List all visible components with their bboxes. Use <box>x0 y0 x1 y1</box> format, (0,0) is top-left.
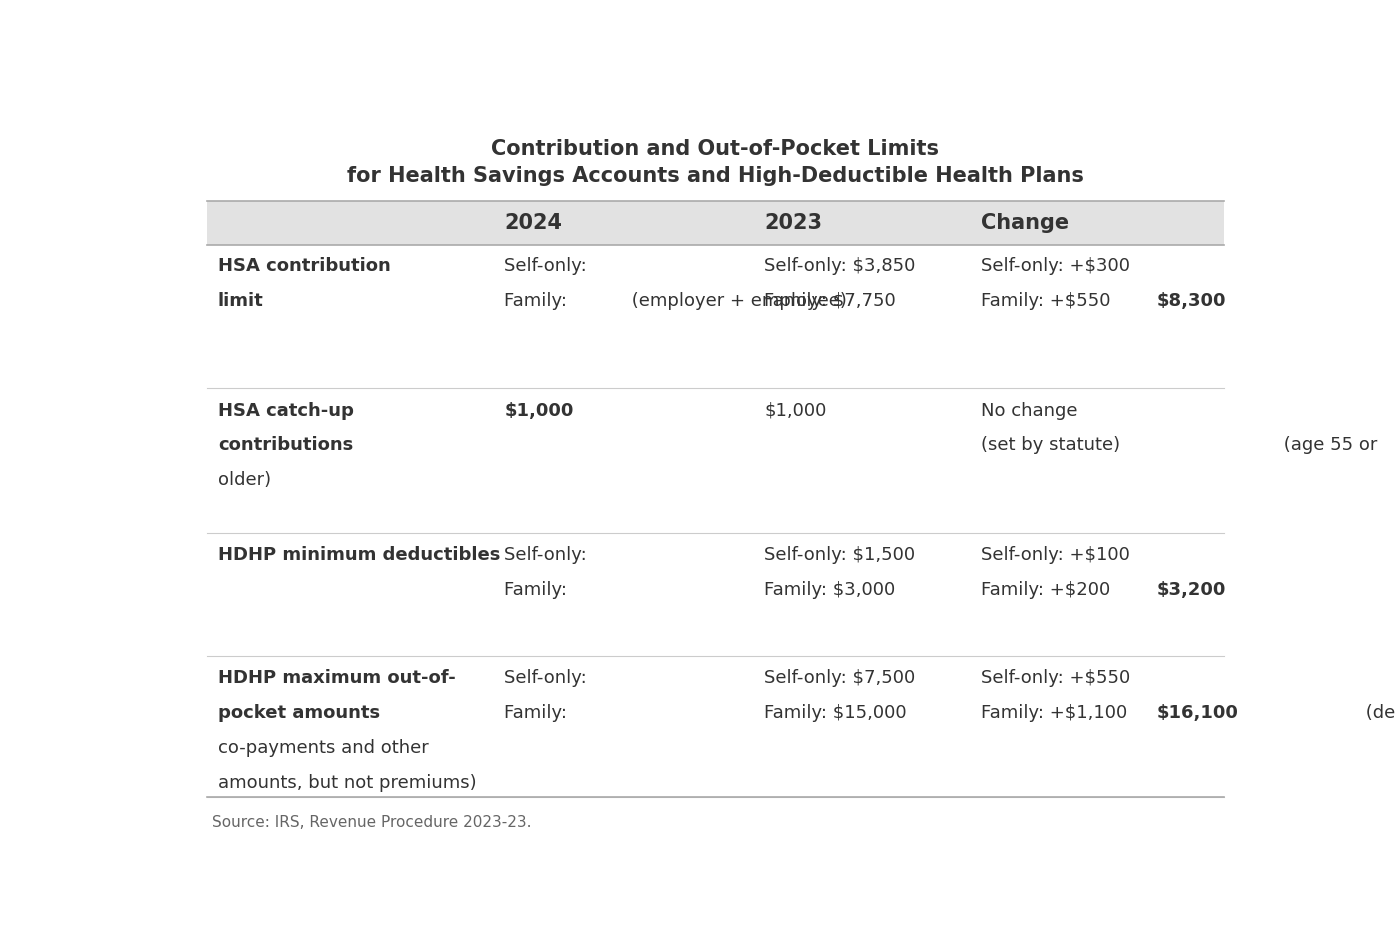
Text: (age 55 or: (age 55 or <box>1279 436 1378 454</box>
Text: Self-only: +$100: Self-only: +$100 <box>980 546 1129 564</box>
Text: Contribution and Out-of-Pocket Limits: Contribution and Out-of-Pocket Limits <box>491 139 940 159</box>
Text: Family:: Family: <box>504 581 574 599</box>
Text: Family: +$200: Family: +$200 <box>980 581 1110 599</box>
Text: (deductibles,: (deductibles, <box>1360 704 1396 722</box>
Text: HSA contribution: HSA contribution <box>218 257 391 274</box>
Text: Self-only:: Self-only: <box>504 669 593 687</box>
Text: Family:: Family: <box>504 704 574 722</box>
Text: Self-only:: Self-only: <box>504 546 593 564</box>
Text: (employer + employee): (employer + employee) <box>625 291 846 309</box>
Text: $16,100: $16,100 <box>1157 704 1240 722</box>
Text: 2024: 2024 <box>504 212 563 233</box>
Text: Change: Change <box>980 212 1069 233</box>
Text: 2023: 2023 <box>764 212 822 233</box>
Text: Self-only: $3,850: Self-only: $3,850 <box>764 257 916 274</box>
Text: $1,000: $1,000 <box>504 401 574 419</box>
Text: No change: No change <box>980 401 1078 419</box>
Text: amounts, but not premiums): amounts, but not premiums) <box>218 774 476 791</box>
Text: HSA catch-up: HSA catch-up <box>218 401 353 419</box>
Text: Family:: Family: <box>504 291 574 309</box>
Text: HDHP maximum out-of-: HDHP maximum out-of- <box>218 669 455 687</box>
Text: limit: limit <box>218 291 264 309</box>
Text: HDHP minimum deductibles: HDHP minimum deductibles <box>218 546 500 564</box>
Text: for Health Savings Accounts and High-Deductible Health Plans: for Health Savings Accounts and High-Ded… <box>348 166 1083 186</box>
Text: Family: $15,000: Family: $15,000 <box>764 704 907 722</box>
Bar <box>207 201 1224 244</box>
Text: Family: +$1,100: Family: +$1,100 <box>980 704 1127 722</box>
Text: Family: $7,750: Family: $7,750 <box>764 291 896 309</box>
Text: Self-only: +$300: Self-only: +$300 <box>980 257 1129 274</box>
Text: Self-only: $1,500: Self-only: $1,500 <box>764 546 916 564</box>
Text: co-payments and other: co-payments and other <box>218 739 429 757</box>
Text: pocket amounts: pocket amounts <box>218 704 380 722</box>
Text: Self-only: $7,500: Self-only: $7,500 <box>764 669 916 687</box>
Text: Source: IRS, Revenue Procedure 2023-23.: Source: IRS, Revenue Procedure 2023-23. <box>212 815 532 830</box>
Text: Family: +$550: Family: +$550 <box>980 291 1110 309</box>
Text: $3,200: $3,200 <box>1157 581 1227 599</box>
Text: contributions: contributions <box>218 436 353 454</box>
Text: $8,300: $8,300 <box>1157 291 1227 309</box>
Text: Self-only: +$550: Self-only: +$550 <box>980 669 1129 687</box>
Text: (set by statute): (set by statute) <box>980 436 1120 454</box>
Text: $1,000: $1,000 <box>764 401 826 419</box>
Text: Family: $3,000: Family: $3,000 <box>764 581 895 599</box>
Text: older): older) <box>218 471 271 489</box>
Text: Self-only:: Self-only: <box>504 257 593 274</box>
